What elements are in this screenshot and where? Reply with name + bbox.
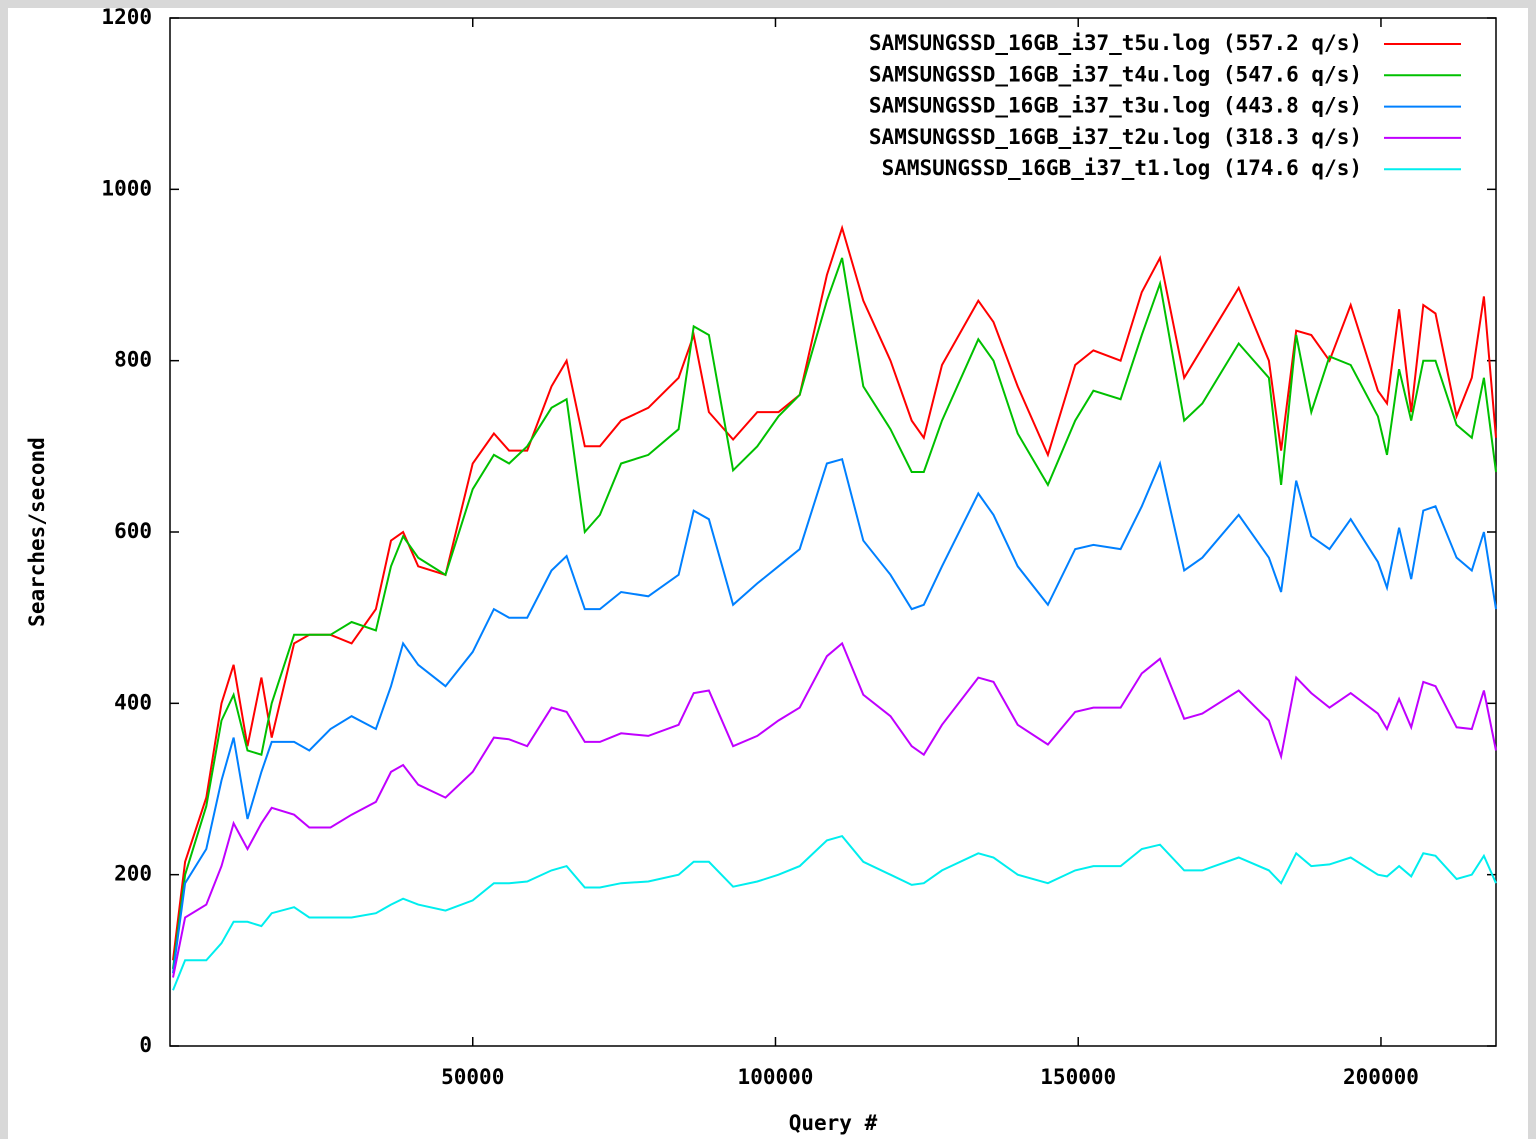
y-tick-label: 600 — [114, 519, 152, 543]
series-line — [172, 834, 1497, 991]
series-line — [172, 224, 1497, 961]
y-tick-label: 800 — [114, 348, 152, 372]
y-tick-label: 1000 — [101, 176, 152, 200]
legend-label: SAMSUNGSSD_16GB_i37_t4u.log (547.6 q/s) — [869, 62, 1362, 86]
legend-label: SAMSUNGSSD_16GB_i37_t1.log (174.6 q/s) — [882, 156, 1362, 180]
legend-label: SAMSUNGSSD_16GB_i37_t2u.log (318.3 q/s) — [869, 125, 1362, 149]
x-tick-label: 100000 — [738, 1065, 814, 1089]
y-tick-label: 0 — [139, 1033, 152, 1057]
legend-label: SAMSUNGSSD_16GB_i37_t5u.log (557.2 q/s) — [869, 31, 1362, 55]
y-axis-label: Searches/second — [25, 437, 49, 627]
legend-label: SAMSUNGSSD_16GB_i37_t3u.log (443.8 q/s) — [869, 94, 1362, 118]
series-line — [172, 457, 1497, 974]
series-line — [172, 641, 1497, 978]
y-tick-label: 200 — [114, 862, 152, 886]
y-tick-label: 1200 — [101, 5, 152, 29]
x-axis-label: Query # — [789, 1111, 878, 1135]
x-tick-label: 50000 — [441, 1065, 504, 1089]
x-tick-label: 150000 — [1040, 1065, 1116, 1089]
y-tick-label: 400 — [114, 690, 152, 714]
series-line — [172, 257, 1497, 970]
x-tick-label: 200000 — [1343, 1065, 1419, 1089]
